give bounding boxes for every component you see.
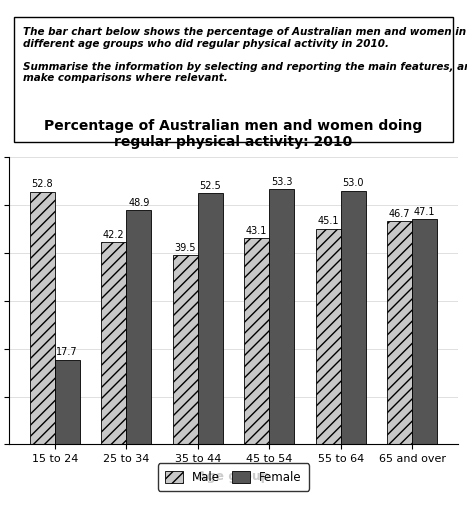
Bar <box>316 228 341 444</box>
Text: 43.1: 43.1 <box>246 226 268 236</box>
Text: 47.1: 47.1 <box>414 207 436 217</box>
Bar <box>412 219 437 444</box>
Bar <box>269 189 294 444</box>
Text: 52.5: 52.5 <box>199 181 221 191</box>
Bar <box>126 210 151 444</box>
Bar <box>244 238 269 444</box>
Bar <box>198 193 223 444</box>
Text: 52.8: 52.8 <box>31 179 53 189</box>
Text: 17.7: 17.7 <box>57 347 78 357</box>
Text: 48.9: 48.9 <box>128 198 149 208</box>
Text: 53.0: 53.0 <box>342 178 364 188</box>
Bar <box>173 255 198 444</box>
Text: 45.1: 45.1 <box>318 216 339 226</box>
Bar <box>341 191 366 444</box>
FancyBboxPatch shape <box>14 17 453 142</box>
Text: 53.3: 53.3 <box>271 177 292 187</box>
Text: 46.7: 46.7 <box>389 208 410 219</box>
Text: 42.2: 42.2 <box>103 230 125 240</box>
Legend: Male, Female: Male, Female <box>158 463 309 490</box>
Title: Percentage of Australian men and women doing
regular physical activity: 2010: Percentage of Australian men and women d… <box>44 119 423 149</box>
X-axis label: Age group: Age group <box>197 470 270 483</box>
Text: Write at least 150 words.: Write at least 150 words. <box>23 160 163 170</box>
Bar <box>30 191 55 444</box>
Bar <box>387 221 412 444</box>
Text: The bar chart below shows the percentage of Australian men and women in
differen: The bar chart below shows the percentage… <box>23 27 467 83</box>
Bar <box>101 243 126 444</box>
Text: 39.5: 39.5 <box>175 243 196 253</box>
Bar <box>55 360 80 444</box>
